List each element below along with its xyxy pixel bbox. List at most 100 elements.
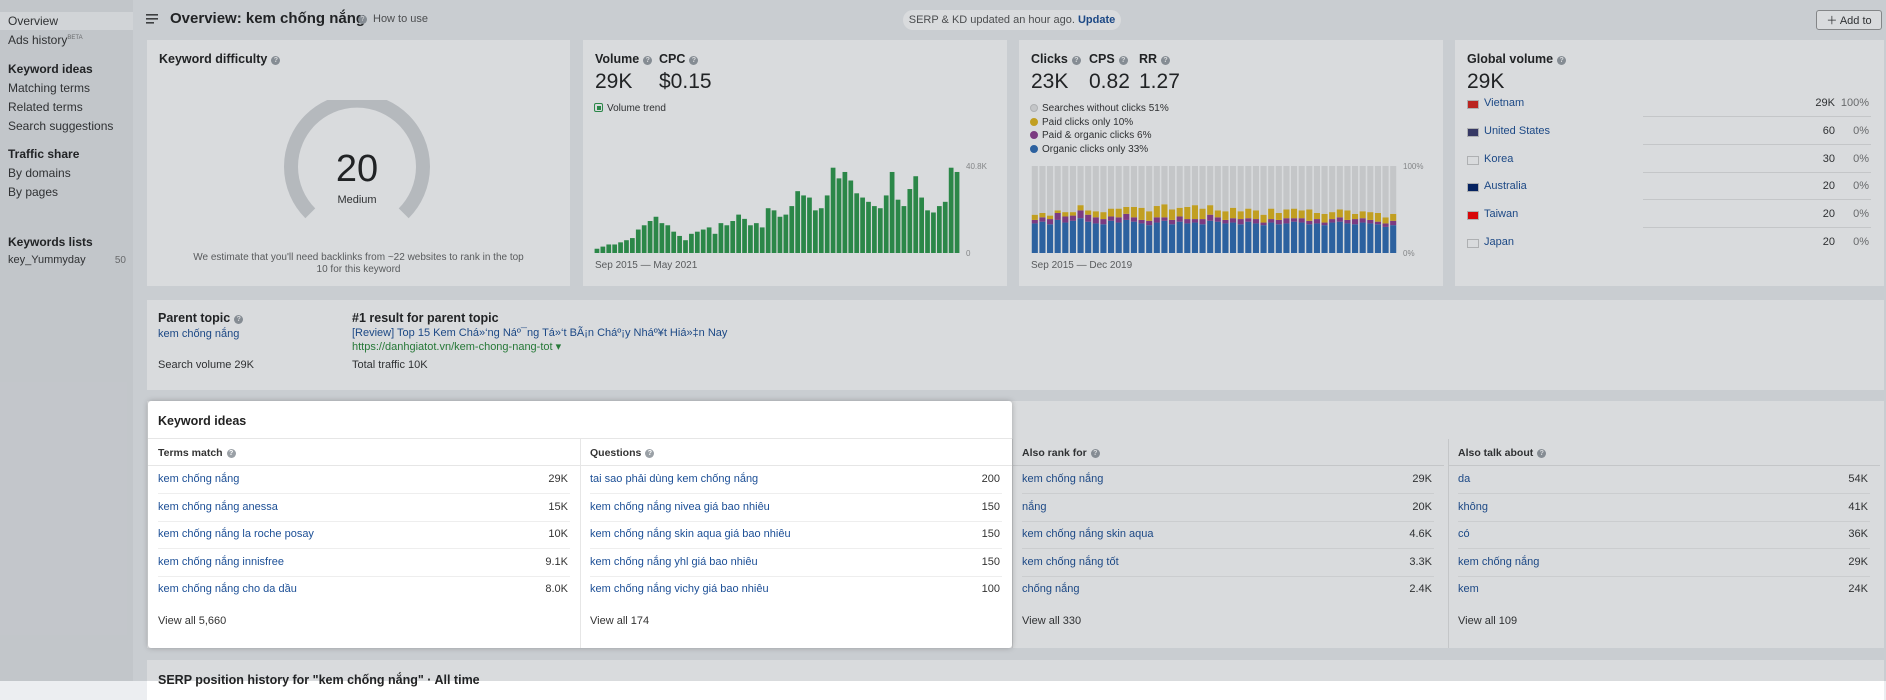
country-link[interactable]: Vietnam: [1484, 97, 1525, 109]
bar-segment: [1184, 219, 1191, 224]
keyword-link[interactable]: kem chống nắng: [158, 473, 240, 485]
view-all-link[interactable]: View all 330: [1022, 615, 1082, 627]
nav-group-title: Keywords lists: [8, 235, 93, 249]
bar-segment: [1275, 166, 1282, 213]
bar: [818, 208, 824, 253]
keyword-volume: 8.0K: [545, 583, 568, 595]
bar-segment: [1146, 166, 1153, 212]
nav-link[interactable]: Search suggestions: [8, 119, 114, 133]
help-icon[interactable]: ?: [689, 56, 699, 65]
result-url[interactable]: https://danhgiatot.vn/kem-chong-nang-tot…: [352, 341, 562, 353]
keyword-link[interactable]: kem chống nắng innisfree: [158, 555, 284, 568]
bar: [842, 171, 848, 253]
legend-text: Organic clicks only 33%: [1042, 143, 1149, 155]
bar-segment: [1245, 208, 1252, 219]
bar: [813, 210, 818, 253]
help-icon[interactable]: ?: [1161, 56, 1171, 65]
bar-segment: [1039, 217, 1046, 222]
parent-keyword[interactable]: kem chống nắng: [158, 328, 240, 340]
view-all-link[interactable]: View all 174: [590, 615, 650, 627]
keyword-link[interactable]: không: [1458, 500, 1488, 513]
help-icon[interactable]: ?: [226, 449, 236, 458]
country-volume: 20: [1822, 208, 1835, 221]
column-title: Terms match?: [158, 447, 236, 459]
bar-segment: [1390, 220, 1397, 226]
keyword-link[interactable]: kem chống nắng vichy giá bao nhiêu: [590, 583, 769, 595]
row-divider: [1022, 493, 1434, 494]
country-link[interactable]: Korea: [1484, 152, 1514, 165]
legend-item[interactable]: Volume trend: [594, 103, 666, 114]
bar-segment: [1283, 209, 1290, 219]
bar-segment: [1245, 166, 1252, 209]
column-divider: [580, 439, 581, 648]
help-link[interactable]: ? How to use: [358, 13, 428, 25]
legend-item[interactable]: Paid clicks only 10%: [1030, 117, 1133, 128]
bar-segment: [1222, 166, 1229, 212]
bar: [830, 167, 836, 253]
view-all-link[interactable]: View all 109: [1458, 615, 1518, 627]
keyword-link[interactable]: kem chống nắng skin aqua: [1022, 528, 1154, 540]
bar-segment: [1291, 208, 1298, 219]
legend-item[interactable]: Searches without clicks 51%: [1030, 103, 1169, 114]
keyword-link[interactable]: nắng: [1022, 500, 1047, 513]
help-icon[interactable]: ?: [643, 56, 653, 65]
keyword-link[interactable]: kem chống nắng la roche posay: [158, 528, 314, 540]
help-icon[interactable]: ?: [1118, 56, 1128, 65]
country-link[interactable]: Taiwan: [1484, 208, 1519, 221]
bar-segment: [1237, 166, 1244, 212]
keyword-link[interactable]: kem chống nắng tốt: [1022, 555, 1119, 568]
bar: [836, 178, 842, 253]
keyword-volume: 150: [981, 500, 1000, 513]
country-link[interactable]: United States: [1484, 124, 1551, 137]
country-link[interactable]: Japan: [1484, 236, 1514, 248]
keyword-link[interactable]: có: [1458, 528, 1470, 540]
help-icon[interactable]: ?: [645, 449, 655, 458]
bar-segment: [1374, 221, 1381, 225]
nav-link[interactable]: Ads historyBETA: [8, 33, 83, 47]
list-link[interactable]: key_Yummyday: [8, 254, 86, 266]
column-title: Also talk about?: [1458, 447, 1547, 459]
keyword-link[interactable]: tai sao phải dùng kem chống nắng: [590, 473, 759, 485]
legend-text: Paid clicks only 10%: [1042, 116, 1134, 128]
help-icon[interactable]: ?: [1071, 56, 1081, 65]
card-title: Parent topic?: [158, 311, 244, 325]
nav-link[interactable]: By domains: [8, 166, 71, 180]
bar: [641, 225, 647, 253]
keyword-link[interactable]: kem chống nắng: [1458, 555, 1540, 568]
keyword-link[interactable]: kem chống nắng skin aqua giá bao nhiêu: [590, 528, 791, 540]
view-all-link[interactable]: View all 5,660: [158, 615, 227, 627]
menu-icon[interactable]: [146, 14, 158, 24]
date-range: Sep 2015 — May 2021: [595, 260, 698, 271]
bar-segment: [1329, 222, 1336, 253]
help-icon[interactable]: ?: [1090, 449, 1100, 458]
keyword-link[interactable]: kem chống nắng nivea giá bao nhiêu: [590, 500, 770, 513]
row-divider: [1022, 520, 1434, 522]
legend-item[interactable]: Organic clicks only 33%: [1030, 144, 1148, 155]
keyword-volume: 4.6K: [1409, 528, 1432, 540]
nav-link[interactable]: By pages: [8, 185, 59, 199]
keyword-link[interactable]: kem chống nắng: [1022, 473, 1104, 485]
keyword-link[interactable]: kem chống nắng anessa: [158, 500, 278, 513]
add-to-button[interactable]: ＋ Add to: [1816, 10, 1882, 30]
keyword-link[interactable]: kem chống nắng yhl giá bao nhiêu: [590, 555, 758, 568]
keyword-link[interactable]: kem chống nắng cho da dầu: [158, 583, 297, 595]
bar-segment: [1108, 220, 1115, 253]
bar-segment: [1153, 206, 1160, 218]
nav-link[interactable]: Related terms: [8, 100, 83, 114]
bar: [653, 216, 659, 253]
card-title-text: Global volume: [1467, 52, 1554, 66]
nav-link[interactable]: Overview: [8, 14, 59, 28]
keyword-link[interactable]: chống nắng: [1022, 583, 1080, 595]
keyword-volume: 54K: [1848, 473, 1868, 485]
legend-item[interactable]: Paid & organic clicks 6%: [1030, 130, 1152, 141]
bar-segment: [1260, 225, 1267, 253]
keyword-link[interactable]: da: [1458, 473, 1471, 485]
update-link[interactable]: Update: [1077, 14, 1116, 26]
divider: [580, 465, 1012, 466]
bar-segment: [1092, 166, 1099, 212]
keyword-link[interactable]: kem: [1458, 583, 1479, 595]
result-link[interactable]: [Review] Top 15 Kem Chá»‘ng Náº¯ng Tá»‘t…: [352, 327, 728, 339]
nav-link[interactable]: Matching terms: [8, 81, 91, 95]
help-icon[interactable]: ?: [1537, 449, 1547, 458]
country-link[interactable]: Australia: [1484, 180, 1527, 193]
